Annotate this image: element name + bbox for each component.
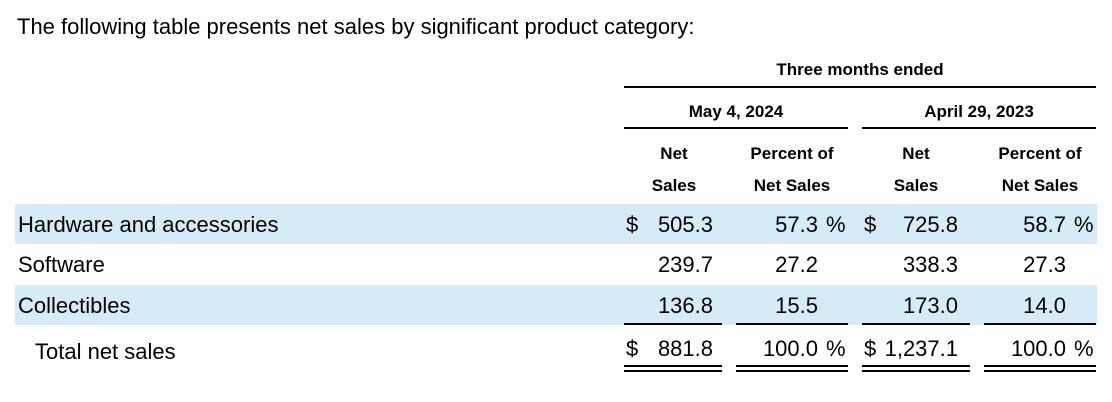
pct-symbol: %: [826, 336, 846, 361]
pct-prior: 14.0: [1023, 293, 1066, 318]
col-header-line1: Net: [902, 144, 930, 163]
pct-symbol: %: [1074, 336, 1094, 361]
subtotal-rule: [624, 323, 722, 325]
col-header-line1: Percent of: [750, 144, 834, 163]
col-header-line2: Sales: [893, 176, 939, 195]
col-header-pct-prior: Percent of Net Sales: [984, 144, 1096, 196]
total-double-rule: [624, 365, 722, 372]
total-double-rule: [736, 365, 848, 372]
col-header-line2: Net Sales: [753, 176, 831, 195]
period-header: Three months ended: [776, 60, 944, 79]
currency-symbol: $: [864, 336, 877, 361]
net-sales-prior: 725.8: [902, 212, 958, 237]
col-header-net-sales-current: Net Sales: [624, 144, 724, 196]
row-band-collectibles: [15, 285, 1097, 325]
pct-prior: 27.3: [1023, 252, 1066, 277]
period-current-header: May 4, 2024: [688, 102, 784, 121]
period-header-rule: [624, 86, 1096, 88]
row-band-hardware: [15, 204, 1097, 244]
pct-current: 100.0: [762, 336, 818, 361]
intro-text: The following table presents net sales b…: [17, 14, 695, 39]
col-header-line2: Net Sales: [1001, 176, 1079, 195]
subtotal-rule: [736, 323, 848, 325]
col-header-line1: Net: [660, 144, 688, 163]
net-sales-current: 505.3: [657, 212, 713, 237]
pct-symbol: %: [1074, 212, 1094, 237]
currency-symbol: $: [626, 336, 639, 361]
col-header-pct-current: Percent of Net Sales: [736, 144, 848, 196]
total-double-rule: [862, 365, 970, 372]
subtotal-rule: [862, 323, 970, 325]
period-current-rule: [624, 127, 848, 129]
pct-prior: 100.0: [1010, 336, 1066, 361]
pct-current: 15.5: [775, 293, 818, 318]
net-sales-prior: 173.0: [902, 293, 958, 318]
row-label: Total net sales: [35, 339, 176, 364]
pct-current: 57.3: [775, 212, 818, 237]
net-sales-prior: 1,237.1: [884, 336, 958, 361]
row-label: Collectibles: [18, 293, 131, 318]
pct-current: 27.2: [775, 252, 818, 277]
net-sales-current: 881.8: [657, 336, 713, 361]
pct-prior: 58.7: [1023, 212, 1066, 237]
net-sales-prior: 338.3: [902, 252, 958, 277]
currency-symbol: $: [626, 212, 639, 237]
period-prior-rule: [862, 127, 1096, 129]
period-prior-header: April 29, 2023: [924, 102, 1034, 121]
net-sales-current: 239.7: [657, 252, 713, 277]
col-header-net-sales-prior: Net Sales: [862, 144, 970, 196]
row-label: Hardware and accessories: [18, 212, 279, 237]
pct-symbol: %: [826, 212, 846, 237]
col-header-line1: Percent of: [998, 144, 1082, 163]
row-label: Software: [18, 252, 105, 277]
total-double-rule: [984, 365, 1096, 372]
net-sales-current: 136.8: [657, 293, 713, 318]
currency-symbol: $: [864, 212, 877, 237]
col-header-line2: Sales: [651, 176, 697, 195]
subtotal-rule: [984, 323, 1096, 325]
